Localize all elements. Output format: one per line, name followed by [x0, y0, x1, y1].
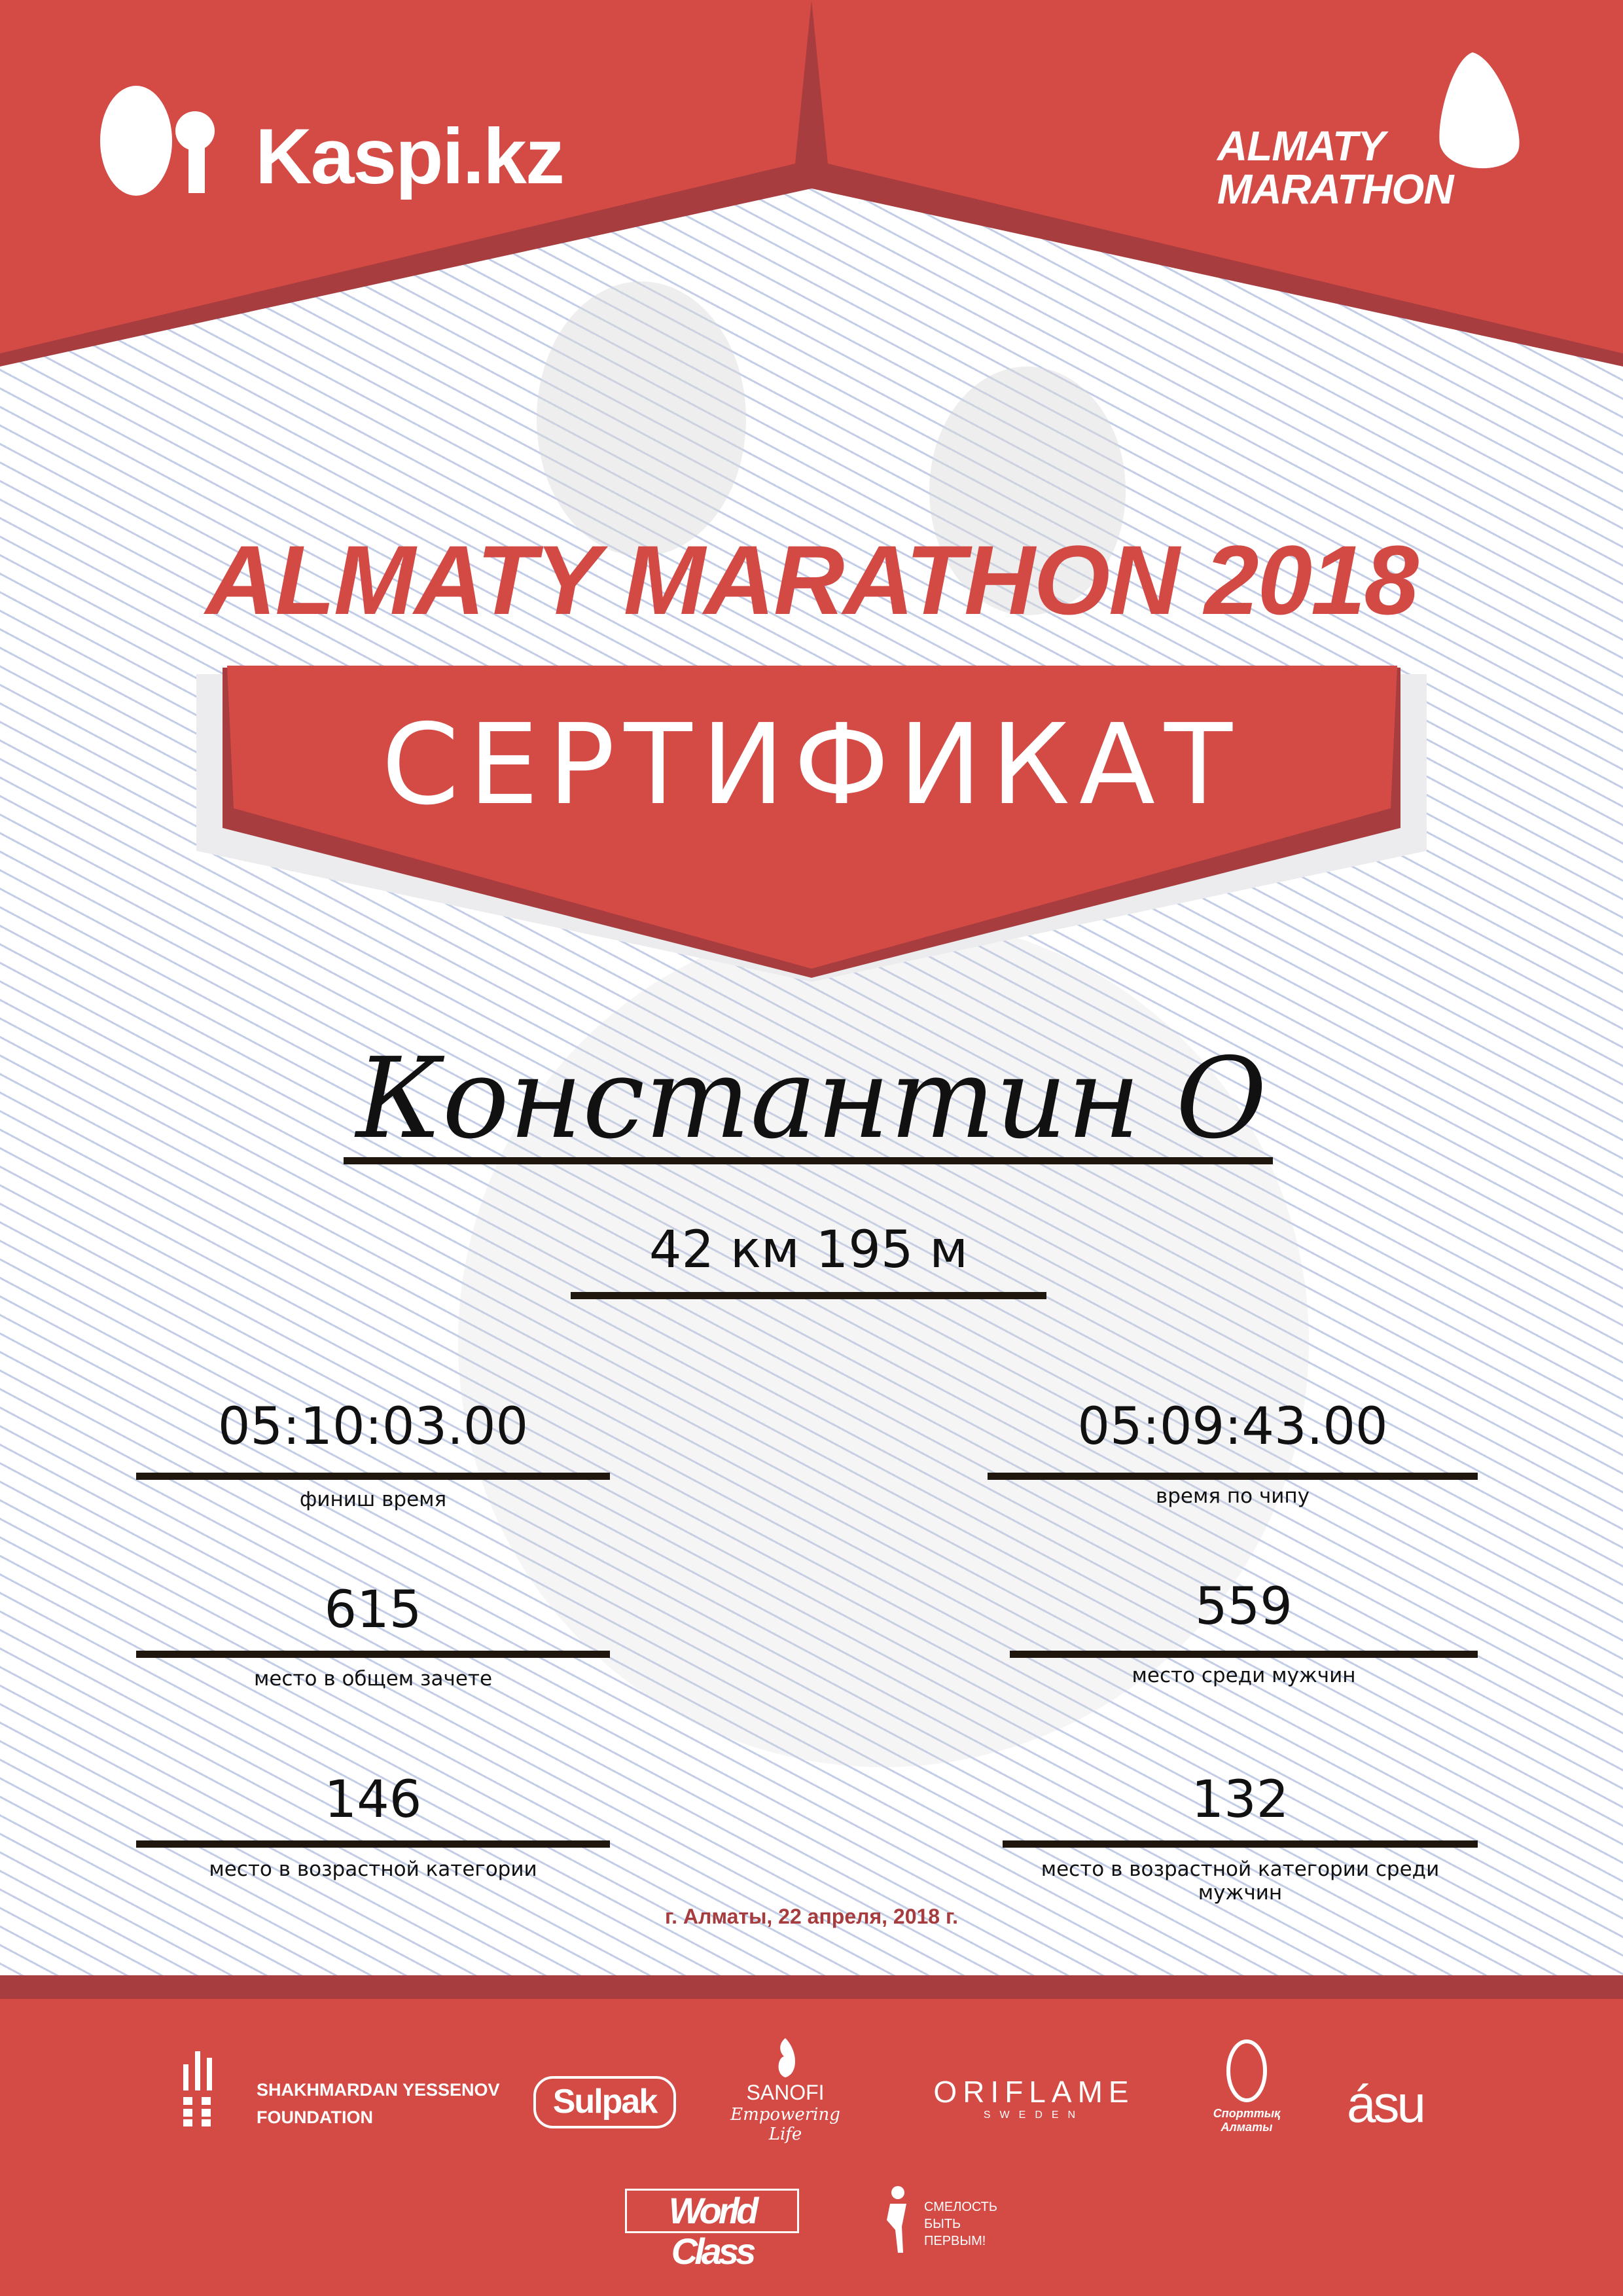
oriflame-sub: SWEDEN [983, 2109, 1085, 2121]
event-title: ALMATY MARATHON 2018 [205, 525, 1419, 635]
oriflame-logo: ORIFLAME SWEDEN [923, 2074, 1145, 2121]
underline [136, 1651, 610, 1658]
underline [1010, 1651, 1478, 1658]
chip-time-label: время по чипу [1155, 1484, 1310, 1508]
yessenov-text: SHAKHMARDAN YESSENOV FOUNDATION [257, 2076, 500, 2131]
age-men-place-label: место в возрастной категории среди мужчи… [1041, 1857, 1440, 1905]
sanofi-icon [778, 2038, 795, 2077]
almaty-marathon-logo: ALMATY MARATHON [1217, 124, 1454, 211]
fund-line2: БЫТЬ [924, 2217, 961, 2231]
chip-time-value: 05:09:43.00 [1077, 1397, 1388, 1456]
date-place: г. Алматы, 22 апреля, 2018 г. [665, 1905, 958, 1928]
fund-logo [870, 2174, 916, 2256]
name-underline [344, 1157, 1273, 1164]
partners-footer: SHAKHMARDAN YESSENOV FOUNDATION Sulpak S… [0, 1999, 1623, 2296]
kaspi-icon [100, 86, 215, 196]
asu-logo: ásu [1347, 2075, 1426, 2133]
sanofi-logo: SANOFI Empowering Life [723, 2038, 847, 2144]
distance-underline [571, 1292, 1046, 1299]
runner-photo-body [458, 916, 1309, 1767]
logo-line1: ALMATY [1217, 122, 1385, 170]
footer-band [0, 1975, 1623, 1999]
kaspi-logo-text: Kaspi.kz [255, 113, 565, 200]
certificate-banner-text: СЕРТИФИКАТ [382, 700, 1241, 830]
overall-place-value: 615 [324, 1581, 422, 1640]
yessenov-icon [183, 2051, 212, 2126]
sport-almaty-text: Спорттық Алматы [1213, 2107, 1281, 2134]
yessenov-line1: SHAKHMARDAN YESSENOV [257, 2080, 500, 2100]
distance: 42 км 195 м [649, 1221, 969, 1280]
age-place-label: место в возрастной категории [209, 1857, 537, 1881]
runner-photo-woman [929, 367, 1126, 615]
overall-place-label: место в общем зачете [253, 1667, 493, 1691]
men-place-label: место среди мужчин [1132, 1664, 1356, 1687]
sport-almaty-logo: Спорттық Алматы [1198, 2038, 1296, 2134]
underline [1003, 1840, 1478, 1848]
underline [136, 1473, 610, 1480]
logo-line2: MARATHON [1217, 166, 1454, 213]
oriflame-text: ORIFLAME [933, 2075, 1135, 2109]
sulpak-logo: Sulpak [533, 2076, 676, 2128]
fund-icon [887, 2186, 906, 2253]
sport-almaty-icon [1226, 2039, 1267, 2102]
fund-line1: СМЕЛОСТЬ [924, 2200, 998, 2214]
runner-photo-man [537, 281, 746, 556]
almaty-marathon-runner-icon [1439, 52, 1520, 169]
participant-name: Константин О [356, 1034, 1267, 1164]
age-men-place-value: 132 [1191, 1770, 1289, 1829]
world-class-logo: World Class [625, 2189, 799, 2272]
underline [136, 1840, 610, 1848]
men-place-value: 559 [1195, 1577, 1293, 1636]
underline [988, 1473, 1478, 1480]
kaspi-logo [97, 85, 234, 200]
finish-time-label: финиш время [299, 1488, 447, 1511]
sanofi-text: SANOFI [746, 2081, 825, 2104]
age-place-value: 146 [324, 1770, 422, 1829]
fund-text: СМЕЛОСТЬ БЫТЬ ПЕРВЫМ! [924, 2198, 997, 2250]
yessenov-line2: FOUNDATION [257, 2108, 373, 2127]
fund-line3: ПЕРВЫМ! [924, 2234, 986, 2248]
yessenov-logo [182, 2051, 221, 2130]
sanofi-tagline: Empowering Life [730, 2105, 840, 2144]
finish-time-value: 05:10:03.00 [217, 1397, 529, 1456]
